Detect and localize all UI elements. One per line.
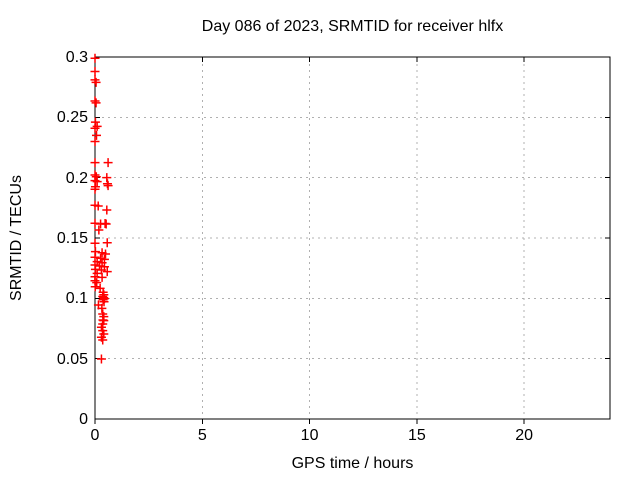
data-point-marker	[101, 249, 111, 259]
data-point-marker	[103, 181, 113, 191]
data-point-marker	[90, 238, 100, 248]
x-tick-label-15: 15	[407, 427, 426, 444]
data-point-marker	[90, 184, 100, 194]
x-tick-label-20: 20	[515, 427, 534, 444]
chart-title: Day 086 of 2023, SRMTID for receiver hlf…	[201, 18, 504, 35]
y-tick-label-0.15: 0.15	[56, 230, 88, 247]
data-point-marker	[93, 201, 103, 211]
data-point-marker	[90, 136, 100, 146]
data-point-marker	[91, 172, 101, 182]
gridlines	[96, 58, 609, 418]
data-point-marker	[90, 282, 100, 292]
data-point-marker	[97, 303, 107, 313]
y-tick-label-0.25: 0.25	[56, 109, 88, 127]
data-point-marker	[92, 130, 102, 140]
data-point-marker	[99, 297, 109, 307]
data-point-marker	[91, 98, 101, 108]
data-point-marker	[90, 252, 100, 262]
data-point-marker	[91, 77, 101, 87]
data-point-marker	[90, 53, 100, 63]
y-tick-label-0.2: 0.2	[65, 169, 88, 187]
y-axis-label: SRMTID / TECUs	[8, 175, 25, 301]
tick-marks	[94, 56, 610, 424]
data-point-marker	[90, 66, 100, 76]
data-point-marker	[98, 295, 108, 305]
data-point-marker	[102, 238, 112, 248]
data-point-marker	[96, 354, 106, 364]
data-point-marker	[92, 278, 102, 288]
data-point-marker	[102, 205, 112, 215]
data-point-marker	[94, 225, 104, 235]
x-tick-label-5: 5	[197, 427, 207, 444]
y-tick-label-0.1: 0.1	[65, 290, 88, 308]
data-point-marker	[97, 272, 107, 282]
plot-border	[94, 56, 611, 420]
data-points-SRMTID	[90, 53, 113, 364]
y-tick-label-0: 0	[79, 411, 88, 428]
data-point-marker	[90, 96, 100, 106]
data-point-marker	[98, 335, 108, 345]
data-point-marker	[90, 158, 100, 168]
x-tick-label-0: 0	[90, 427, 100, 444]
data-point-marker	[101, 219, 111, 229]
y-tick-label-0.05: 0.05	[56, 350, 88, 368]
data-point-marker	[92, 121, 102, 131]
data-point-marker	[90, 123, 100, 133]
x-axis-label: GPS time / hours	[291, 455, 414, 472]
data-point-marker	[103, 158, 113, 168]
data-point-marker	[102, 267, 112, 277]
x-tick-label-10: 10	[300, 427, 319, 444]
y-tick-label-0.3: 0.3	[65, 49, 88, 66]
data-point-marker	[92, 177, 102, 187]
